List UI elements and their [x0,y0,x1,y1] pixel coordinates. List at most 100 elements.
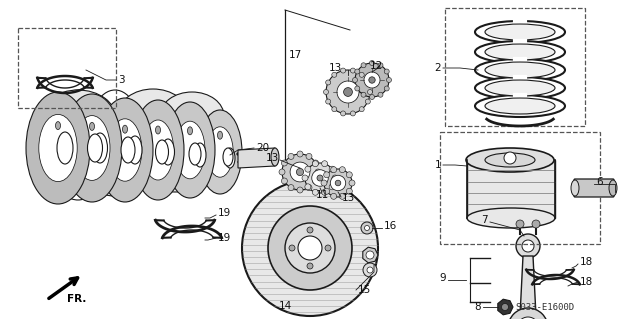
Ellipse shape [62,94,122,202]
Ellipse shape [160,92,224,140]
Text: 3: 3 [118,75,125,85]
Text: 12: 12 [370,61,383,71]
Ellipse shape [365,80,371,85]
Text: 13: 13 [342,193,355,203]
Ellipse shape [384,69,389,74]
Text: 13: 13 [328,63,342,73]
Ellipse shape [46,90,110,200]
Ellipse shape [475,41,565,63]
Ellipse shape [88,134,102,162]
Ellipse shape [485,80,555,96]
Circle shape [279,169,285,175]
Circle shape [317,175,323,181]
FancyBboxPatch shape [467,160,555,218]
Ellipse shape [175,121,205,179]
Ellipse shape [355,69,360,74]
Circle shape [346,188,353,194]
Ellipse shape [128,136,142,164]
Ellipse shape [188,127,193,135]
Ellipse shape [127,90,179,186]
Ellipse shape [97,98,153,202]
Ellipse shape [378,63,383,68]
Circle shape [504,152,516,164]
Ellipse shape [156,126,161,134]
Ellipse shape [384,86,389,91]
Ellipse shape [323,90,328,94]
Ellipse shape [475,77,565,99]
Ellipse shape [367,90,372,94]
Circle shape [282,178,287,184]
Circle shape [322,189,328,195]
Circle shape [312,178,319,184]
Text: 18: 18 [580,277,593,287]
Ellipse shape [369,94,374,100]
Text: 19: 19 [218,208,231,218]
Ellipse shape [571,180,579,196]
Ellipse shape [87,90,143,190]
Circle shape [305,166,311,172]
Polygon shape [498,299,513,315]
Circle shape [331,193,337,199]
Ellipse shape [121,137,135,163]
Ellipse shape [485,62,555,78]
Ellipse shape [467,208,555,228]
Ellipse shape [350,68,355,73]
Ellipse shape [332,107,337,112]
Ellipse shape [609,180,617,196]
Circle shape [502,303,509,310]
Circle shape [332,175,338,181]
Text: 8: 8 [474,302,481,312]
Ellipse shape [143,144,207,192]
Text: 2: 2 [435,63,441,73]
Circle shape [329,166,335,172]
Text: 17: 17 [289,50,302,60]
Circle shape [516,220,524,228]
Ellipse shape [378,92,383,97]
Text: 14: 14 [278,301,292,311]
Circle shape [285,223,335,273]
Ellipse shape [361,63,366,68]
Ellipse shape [387,78,392,83]
Circle shape [365,226,369,231]
Ellipse shape [118,89,188,141]
Text: 7: 7 [481,215,488,225]
Circle shape [288,153,294,160]
Circle shape [522,240,534,252]
Circle shape [337,81,359,103]
Ellipse shape [218,131,223,139]
Ellipse shape [485,24,555,40]
Ellipse shape [359,107,364,112]
Circle shape [306,185,312,190]
Ellipse shape [143,120,173,180]
Ellipse shape [225,148,235,168]
Ellipse shape [108,119,142,181]
Text: S033-E1600D: S033-E1600D [515,303,575,313]
Circle shape [369,77,375,83]
Circle shape [322,161,328,167]
Circle shape [508,308,548,319]
Circle shape [297,187,303,193]
Circle shape [288,185,294,190]
Ellipse shape [80,144,150,196]
Ellipse shape [57,132,73,164]
Ellipse shape [207,127,233,177]
Circle shape [312,160,319,166]
Ellipse shape [194,143,206,167]
Circle shape [325,245,331,251]
Circle shape [321,180,327,186]
Circle shape [517,317,539,319]
Text: 11: 11 [316,190,328,200]
Ellipse shape [353,78,358,83]
Circle shape [324,172,330,178]
Circle shape [297,151,303,157]
Ellipse shape [475,95,565,117]
Circle shape [346,172,353,178]
Ellipse shape [466,148,554,172]
Ellipse shape [122,125,127,133]
Circle shape [355,63,389,97]
Ellipse shape [340,68,346,73]
Circle shape [312,170,328,186]
Polygon shape [238,148,275,168]
Circle shape [367,267,373,273]
Text: 6: 6 [596,177,603,187]
